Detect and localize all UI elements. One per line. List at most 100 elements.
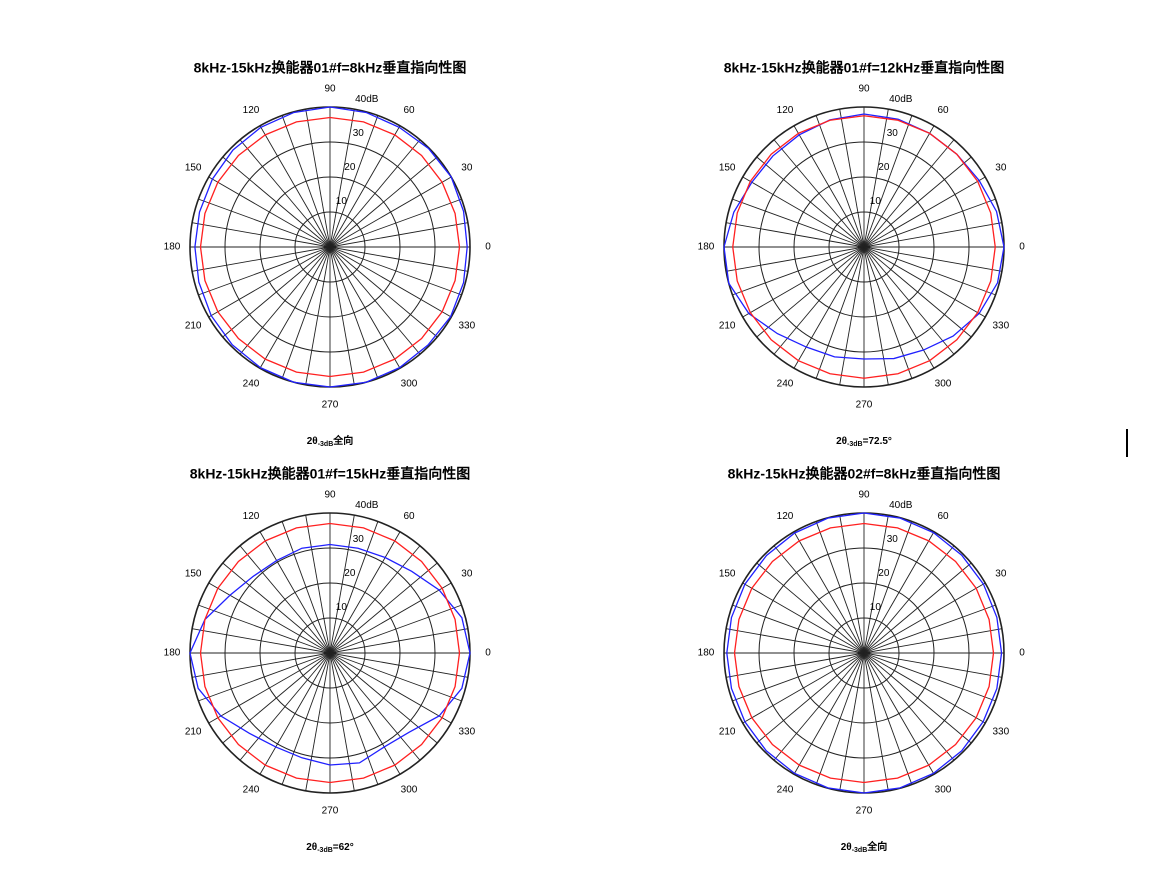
theta-tick-label: 30 [461,569,473,580]
theta-tick-label: 240 [243,784,260,795]
theta-tick-label: 180 [698,648,715,659]
r-tick-label: 40dB [355,94,379,105]
r-tick-label: 20 [878,162,890,173]
theta-tick-label: 120 [777,511,794,522]
caption-part: -3dB [847,441,863,448]
series-line [199,116,461,378]
ring-grid-line [224,547,436,759]
series-line [732,115,996,379]
ring-grid-line [259,176,401,318]
theta-tick-label: 210 [185,321,202,332]
polar-chart: 8kHz-15kHz换能器01#f=8kHz垂直指向性图 10 20 30 40dB 0 3… [164,60,492,448]
theta-tick-label: 210 [185,727,202,738]
cursor [1126,429,1128,457]
r-tick-label: 20 [344,568,356,579]
r-tick-label: 30 [887,128,899,139]
theta-tick-label: 180 [164,648,181,659]
theta-tick-label: 150 [185,569,202,580]
theta-tick-label: 120 [777,105,794,116]
theta-tick-label: 150 [719,163,736,174]
r-tick-label: 30 [353,534,365,545]
ring-grid-line [793,582,935,724]
polar-chart: 8kHz-15kHz换能器02#f=8kHz垂直指向性图 10 20 30 40dB 0 3… [698,466,1026,854]
theta-tick-label: 180 [698,242,715,253]
r-tick-label: 10 [336,602,348,613]
chart-title: 8kHz-15kHz换能器01#f=12kHz垂直指向性图 [724,60,1004,76]
series-line [726,512,1003,794]
caption: 2θ-3dB全向 [307,434,354,448]
theta-tick-label: 270 [322,806,339,817]
theta-tick-label: 240 [243,378,260,389]
theta-tick-label: 30 [461,163,473,174]
caption-part: 2θ [841,842,852,853]
theta-tick-label: 300 [935,784,952,795]
ring-grid-line [294,211,366,283]
caption: 2θ-3dB=72.5° [836,436,892,448]
theta-tick-label: 210 [719,727,736,738]
theta-tick-label: 0 [1019,242,1025,253]
caption-part: 全向 [866,840,887,853]
theta-tick-label: 240 [777,784,794,795]
theta-tick-label: 90 [324,84,336,95]
caption-part: -3dB [852,847,868,854]
ring-grid-line [828,617,900,689]
caption-part: =72.5° [863,436,892,447]
theta-tick-label: 150 [719,569,736,580]
theta-tick-label: 90 [324,490,336,501]
r-tick-label: 10 [336,196,348,207]
ring-grid-line [224,141,436,353]
chart-title: 8kHz-15kHz换能器02#f=8kHz垂直指向性图 [728,466,1001,482]
caption-part: =62° [333,842,354,853]
theta-tick-label: 60 [403,511,415,522]
theta-tick-label: 330 [458,321,475,332]
theta-tick-label: 300 [935,378,952,389]
series-line [189,543,471,766]
theta-tick-label: 0 [485,648,491,659]
caption-part: 2θ [836,436,847,447]
r-tick-label: 20 [344,162,356,173]
theta-tick-label: 330 [458,727,475,738]
theta-tick-label: 270 [856,806,873,817]
theta-tick-label: 90 [858,490,870,501]
r-tick-label: 40dB [355,500,379,511]
polar-chart: 8kHz-15kHz换能器01#f=12kHz垂直指向性图 10 20 30 40dB 0… [698,60,1026,448]
caption-part: -3dB [317,847,333,854]
theta-tick-label: 90 [858,84,870,95]
r-tick-label: 30 [353,128,365,139]
theta-tick-label: 270 [322,400,339,411]
theta-tick-label: 330 [992,727,1009,738]
theta-tick-label: 60 [937,105,949,116]
ring-grid-line [758,141,970,353]
theta-tick-label: 120 [243,511,260,522]
theta-tick-label: 150 [185,163,202,174]
caption-part: 2θ [306,842,317,853]
theta-tick-label: 0 [1019,648,1025,659]
chart-title: 8kHz-15kHz换能器01#f=15kHz垂直指向性图 [190,466,470,482]
theta-tick-label: 30 [995,163,1007,174]
ring-grid-line [828,211,900,283]
theta-tick-label: 60 [403,105,415,116]
chart-title: 8kHz-15kHz换能器01#f=8kHz垂直指向性图 [194,60,467,76]
theta-tick-label: 300 [401,784,418,795]
theta-tick-label: 0 [485,242,491,253]
series-line [199,522,461,784]
theta-tick-label: 240 [777,378,794,389]
r-tick-label: 30 [887,534,899,545]
series-line [194,106,468,388]
theta-tick-label: 300 [401,378,418,389]
ring-grid-line [758,547,970,759]
caption: 2θ-3dB=62° [306,842,354,854]
theta-tick-label: 60 [937,511,949,522]
caption: 2θ-3dB全向 [841,840,888,854]
caption-part: 全向 [332,434,353,447]
theta-tick-label: 120 [243,105,260,116]
series-line [733,522,995,784]
theta-tick-label: 270 [856,400,873,411]
caption-part: 2θ [307,436,318,447]
caption-part: -3dB [318,441,334,448]
theta-tick-label: 180 [164,242,181,253]
polar-chart: 8kHz-15kHz换能器01#f=15kHz垂直指向性图 10 20 30 40dB 0… [164,466,492,854]
ring-grid-line [259,582,401,724]
r-tick-label: 10 [870,602,882,613]
